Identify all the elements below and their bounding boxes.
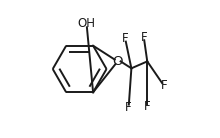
Text: F: F — [144, 100, 150, 113]
Text: OH: OH — [77, 17, 95, 30]
Text: F: F — [122, 32, 128, 45]
Text: O: O — [112, 55, 123, 68]
Text: F: F — [125, 101, 132, 114]
Text: F: F — [161, 79, 167, 92]
Text: F: F — [141, 31, 147, 44]
